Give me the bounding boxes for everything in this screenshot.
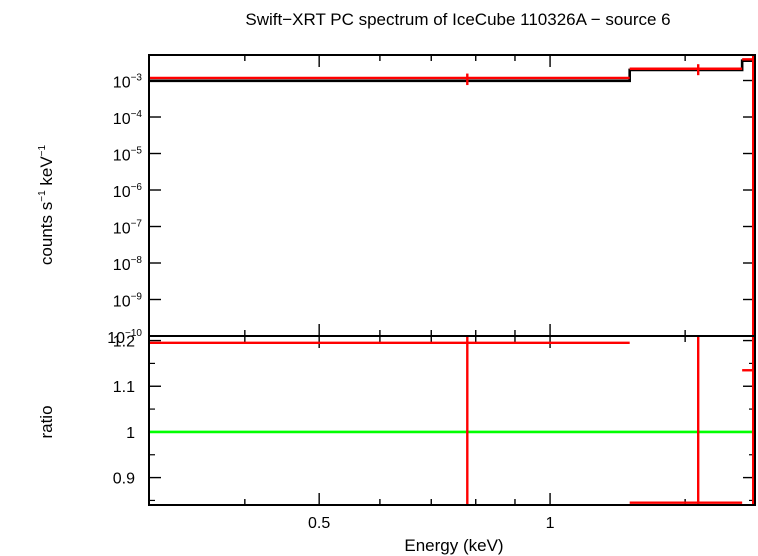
ratio-frame [148,335,756,506]
spectrum-data-point [149,73,630,86]
y-tick-label: 1.2 [113,334,135,351]
y-tick-label: 10−5 [113,146,143,165]
y-tick-label: 1.1 [113,379,135,396]
spectrum-frame [148,54,756,337]
y-tick-label: 10−3 [113,73,143,92]
x-tick-label: 1 [546,515,555,532]
x-tick-label: 0.5 [308,515,330,532]
ratio-y-axis-title: ratio [37,405,56,438]
y-tick-label: 10−8 [113,255,143,274]
ratio-data-point [629,336,743,505]
ratio-data-point [149,336,630,505]
y-tick-label: 10−4 [113,109,143,128]
x-axis-title: Energy (keV) [404,536,503,555]
spectrum-data-point [629,64,743,76]
y-tick-label: 10−6 [113,182,143,201]
ratio-data-point [742,336,755,505]
spectrum-panel: 10−3 10−4 10−5 10−6 10−7 10−8 10−9 10−10 [107,54,756,347]
y-tick-label: 10−7 [113,219,143,238]
y-tick-label: 1 [126,425,135,442]
ratio-panel: 0.9 1 1.1 1.2 0.5 1 [113,334,756,532]
y-tick-label: 10−9 [113,292,143,311]
chart-title: Swift−XRT PC spectrum of IceCube 110326A… [245,10,670,29]
spectrum-y-axis-title: counts s−1 keV−1 [37,144,56,265]
spectrum-data-point [742,55,755,336]
y-tick-label: 10−10 [107,328,142,347]
y-tick-label: 0.9 [113,471,135,488]
